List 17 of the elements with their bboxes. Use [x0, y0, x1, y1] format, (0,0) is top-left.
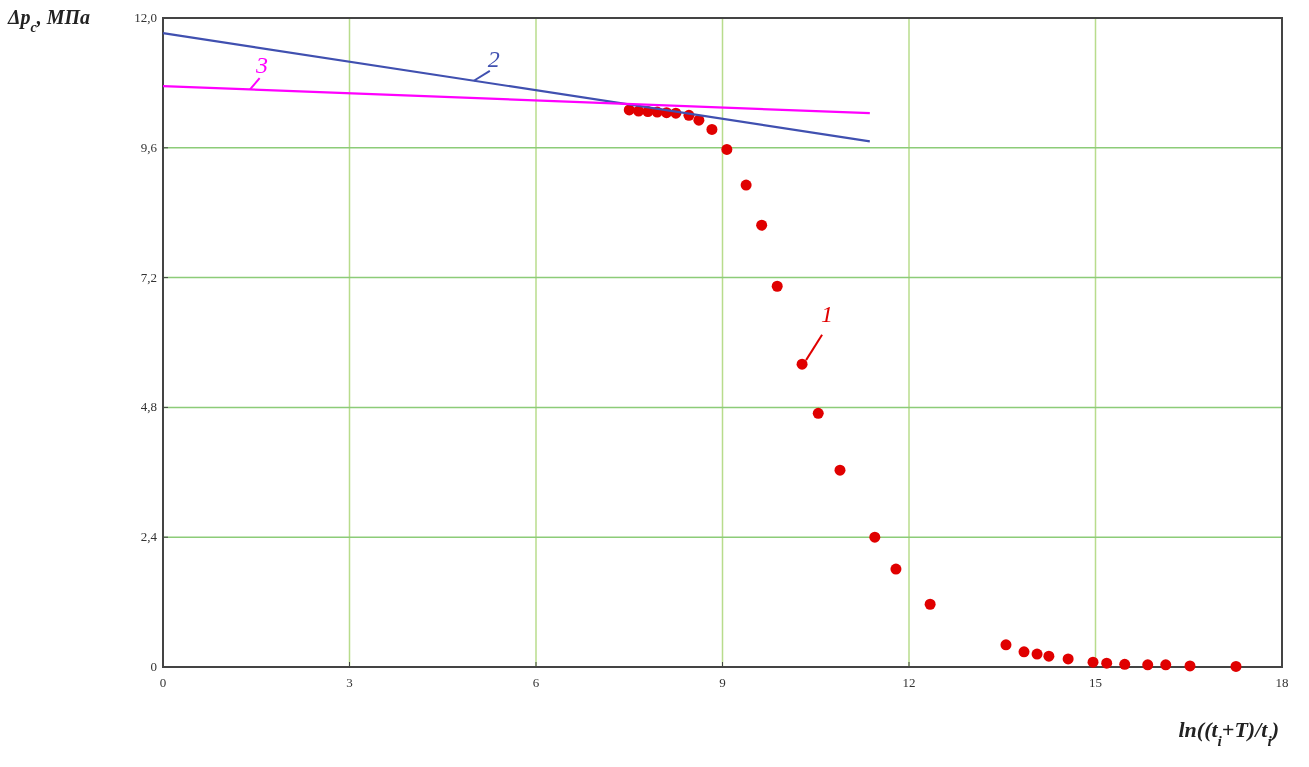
x-axis-title: ln((t$_{i}$+T)/t$_{i}$) — [1178, 717, 1279, 749]
y-tick-label: 7,2 — [140, 269, 157, 285]
annotation: 1 — [821, 301, 834, 328]
x-tick-label: 3 — [346, 675, 353, 690]
y-tick-label: 0 — [150, 659, 157, 674]
y-axis-title: Δp$_{c}$, МПа — [7, 6, 91, 35]
x-tick-label: 15 — [1089, 675, 1102, 690]
x-tick-label: 9 — [719, 675, 726, 690]
annotation: 2 — [487, 45, 500, 72]
x-tick-label: 18 — [1275, 675, 1289, 690]
y-tick-label: 2,4 — [140, 529, 158, 545]
y-tick-label: 12,0 — [134, 10, 157, 25]
x-tick-label: 12 — [902, 675, 916, 690]
y-tick-label: 9,6 — [140, 139, 158, 155]
x-tick-label: 6 — [532, 675, 540, 690]
annotation: 3 — [255, 52, 269, 79]
y-tick-label: 4,8 — [140, 399, 157, 415]
